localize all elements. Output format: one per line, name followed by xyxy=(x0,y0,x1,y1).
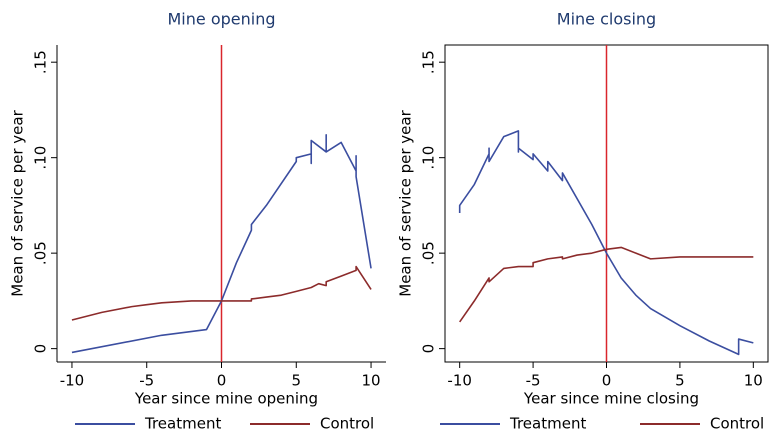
y-axis-label: Mean of service per year xyxy=(397,109,415,296)
y-tick-label: .05 xyxy=(32,241,50,265)
y-tick-label: .10 xyxy=(32,146,50,170)
x-tick-label: -5 xyxy=(526,372,541,390)
legend-label: Treatment xyxy=(509,415,586,433)
y-tick-label: .10 xyxy=(420,146,438,170)
legend-label: Control xyxy=(710,415,764,433)
series-line xyxy=(71,133,372,354)
y-tick-label: 0 xyxy=(420,344,438,354)
x-tick-label: -10 xyxy=(447,372,472,390)
x-tick-label: -5 xyxy=(139,372,154,390)
y-tick-label: .15 xyxy=(32,50,50,74)
legend-label: Control xyxy=(320,415,374,433)
x-tick-label: 5 xyxy=(291,372,301,390)
x-tick-label: 0 xyxy=(217,372,227,390)
series-line xyxy=(459,246,754,323)
x-tick-label: 10 xyxy=(361,372,380,390)
x-tick-label: 10 xyxy=(744,372,763,390)
y-axis-label: Mean of service per year xyxy=(9,109,27,296)
x-axis-label: Year since mine closing xyxy=(523,390,699,408)
chart-title: Mine opening xyxy=(168,10,276,29)
x-tick-label: 0 xyxy=(602,372,612,390)
y-tick-label: 0 xyxy=(32,344,50,354)
series-line xyxy=(71,265,372,321)
chart-title: Mine closing xyxy=(557,10,656,29)
x-tick-label: 5 xyxy=(675,372,685,390)
x-axis-label: Year since mine opening xyxy=(134,390,318,408)
x-tick-label: -10 xyxy=(60,372,85,390)
y-tick-label: .05 xyxy=(420,241,438,265)
legend-label: Treatment xyxy=(144,415,221,433)
series-line xyxy=(458,130,754,356)
y-tick-label: .15 xyxy=(420,50,438,74)
